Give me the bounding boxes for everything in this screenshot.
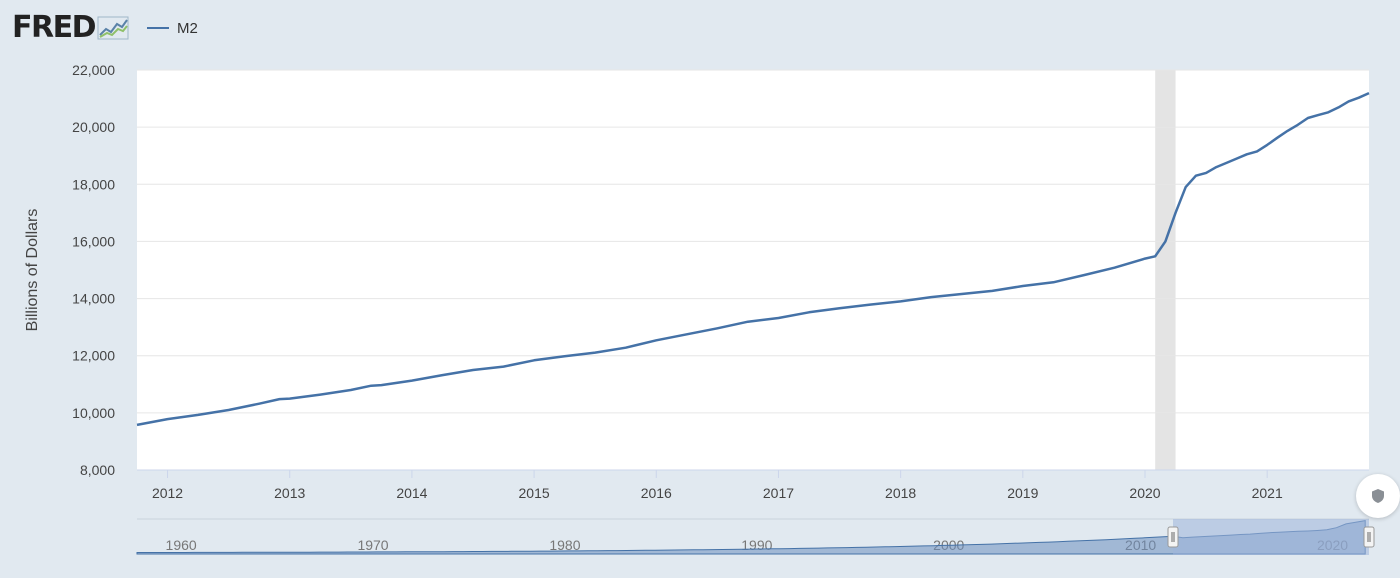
navigator-left-handle[interactable]: [1167, 526, 1179, 548]
x-tick-label: 2021: [1252, 485, 1283, 501]
y-axis-label: Billions of Dollars: [24, 209, 41, 332]
y-tick-label: 8,000: [80, 462, 115, 478]
shield-button[interactable]: [1356, 474, 1400, 518]
page-bottom-strip: [0, 578, 1400, 584]
navigator-tick-label: 1980: [549, 537, 580, 553]
x-tick-label: 2017: [763, 485, 794, 501]
legend-item-m2[interactable]: M2: [147, 20, 198, 37]
y-tick-label: 22,000: [72, 62, 115, 78]
y-tick-label: 10,000: [72, 405, 115, 421]
y-tick-label: 20,000: [72, 119, 115, 135]
y-tick-label: 14,000: [72, 291, 115, 307]
legend-label: M2: [177, 19, 198, 37]
x-tick-label: 2019: [1007, 485, 1038, 501]
navigator-selected-range[interactable]: [1173, 519, 1369, 555]
fred-logo[interactable]: FRED: [12, 10, 97, 45]
x-tick-label: 2015: [519, 485, 550, 501]
navigator-right-handle[interactable]: [1363, 526, 1375, 548]
x-tick-label: 2020: [1129, 485, 1160, 501]
x-tick-label: 2012: [152, 485, 183, 501]
recession-band: [1155, 70, 1176, 470]
y-tick-label: 12,000: [72, 348, 115, 364]
chart-header: FRED M2: [12, 10, 198, 46]
x-tick-label: 2013: [274, 485, 305, 501]
x-tick-label: 2014: [396, 485, 427, 501]
plot-area: [137, 70, 1369, 470]
y-tick-label: 16,000: [72, 233, 115, 249]
navigator-tick-label: 1970: [357, 537, 388, 553]
navigator-tick-label: 1960: [166, 537, 197, 553]
shield-icon: [1372, 489, 1384, 503]
y-tick-label: 18,000: [72, 176, 115, 192]
series-line-m2: [136, 91, 1370, 427]
x-tick-label: 2016: [641, 485, 672, 501]
x-tick-label: 2018: [885, 485, 916, 501]
legend-swatch: [147, 27, 169, 29]
fred-chart-logo-icon: [97, 16, 129, 40]
navigator[interactable]: 1960197019801990200020102020: [136, 518, 1375, 555]
